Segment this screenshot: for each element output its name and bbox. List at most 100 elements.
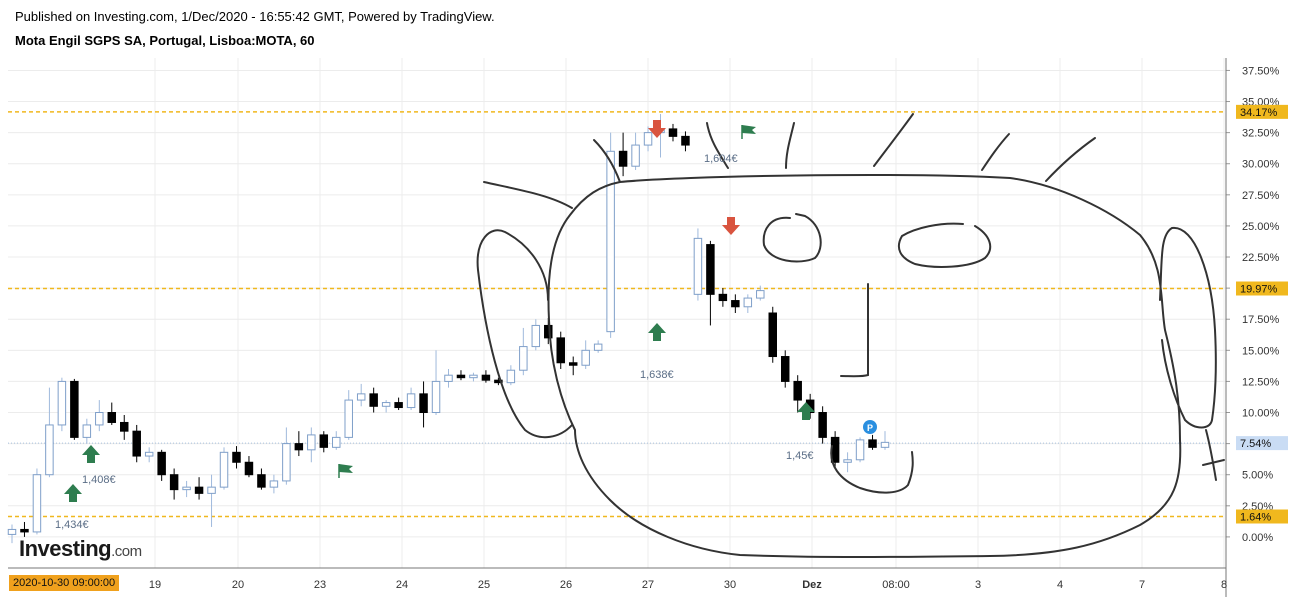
- x-tick-label: 3: [975, 579, 981, 591]
- price-levels: [8, 111, 1226, 518]
- x-axis-labels: 19 20 23 24 25 26 27 30 Dez 08:00 3 4 7 8: [149, 579, 1227, 591]
- y-tick-label: 15.00%: [1242, 345, 1280, 357]
- published-text: Published on Investing.com, 1/Dec/2020 -…: [15, 9, 495, 24]
- price-level-badge: [1236, 509, 1288, 524]
- price-annotation: 1,604€: [704, 153, 738, 165]
- candle-body: [194, 486, 204, 494]
- candle-body: [57, 380, 67, 426]
- candle-body: [693, 237, 703, 295]
- candle-body: [169, 474, 179, 491]
- price-annotation: 1,45€: [786, 450, 814, 462]
- price-annotation: 1,638€: [640, 369, 674, 381]
- y-tick-label: 12.50%: [1242, 376, 1280, 388]
- price-level-label: 1.64%: [1240, 512, 1271, 524]
- arrow-down-icon: [648, 120, 666, 138]
- y-tick-label: 30.00%: [1242, 159, 1280, 171]
- candle-body: [668, 128, 678, 137]
- candle-body: [319, 434, 329, 448]
- candle-body: [818, 412, 827, 438]
- candle-body: [843, 459, 852, 463]
- price-annotation: 1,408€: [82, 474, 116, 486]
- candle-body: [282, 443, 291, 482]
- y-tick-label: 0.00%: [1242, 532, 1273, 544]
- x-tick-label: 19: [149, 579, 161, 591]
- candle-body: [631, 144, 640, 167]
- y-tick-label: 22.50%: [1242, 252, 1280, 264]
- candle-body: [244, 461, 254, 476]
- candle-body: [706, 244, 715, 295]
- price-level-label: 34.17%: [1240, 107, 1278, 119]
- logo-main: Investing: [19, 536, 112, 561]
- candle-body: [606, 150, 615, 333]
- candle-body: [456, 374, 466, 379]
- y-tick-label: 17.50%: [1242, 314, 1280, 326]
- candle-body: [406, 393, 416, 409]
- x-tick-label: 20: [232, 579, 244, 591]
- flag-icon: [339, 464, 353, 473]
- candle-body: [219, 451, 229, 488]
- candle-body: [182, 486, 191, 491]
- chart-axes: [8, 58, 1230, 597]
- candle-body: [344, 399, 353, 438]
- candle-body: [506, 369, 516, 384]
- candle-body: [469, 374, 478, 379]
- candle-body: [780, 356, 790, 382]
- y-tick-label: 27.50%: [1242, 190, 1280, 202]
- candle-body: [756, 290, 765, 299]
- candle-body: [7, 528, 17, 535]
- x-tick-label: 25: [478, 579, 490, 591]
- x-tick-label: Dez: [802, 579, 822, 591]
- x-tick-label: 4: [1057, 579, 1063, 591]
- investing-logo: Investing.com: [19, 536, 142, 562]
- candle-body: [394, 402, 403, 409]
- candle-body: [419, 393, 428, 414]
- arrow-down-icon: [722, 217, 740, 235]
- y-tick-label: 5.00%: [1242, 470, 1273, 482]
- price-annotations: 1,434€ 1,408€ 1,638€ 1,604€ 1,45€: [55, 153, 814, 531]
- candle-body: [332, 436, 341, 448]
- candle-body: [544, 324, 553, 339]
- candle-body: [568, 362, 578, 366]
- candle-body: [431, 380, 441, 414]
- candle-body: [45, 424, 54, 476]
- x-tick-label: 23: [314, 579, 326, 591]
- candle-body: [356, 393, 366, 401]
- candle-body: [593, 343, 603, 351]
- candle-body: [718, 293, 728, 302]
- candle-body: [157, 451, 166, 476]
- price-level-badge: [1236, 104, 1288, 119]
- candle-body: [307, 434, 316, 451]
- candles: [7, 113, 890, 544]
- candle-body: [269, 480, 279, 488]
- candle-body: [855, 439, 865, 461]
- trade-markers: P: [64, 120, 877, 502]
- candle-body: [581, 349, 590, 366]
- price-annotation: 1,434€: [55, 519, 89, 531]
- candle-body: [294, 443, 304, 451]
- x-tick-label: 24: [396, 579, 408, 591]
- candle-body: [132, 430, 141, 457]
- candle-body: [144, 451, 154, 457]
- candle-body: [768, 312, 777, 358]
- arrow-up-icon: [82, 445, 100, 463]
- candle-body: [743, 297, 753, 308]
- candle-body: [643, 132, 653, 146]
- y-tick-label: 32.50%: [1242, 128, 1280, 140]
- candle-body: [731, 300, 740, 308]
- price-level-badge: [1236, 281, 1288, 296]
- arrow-up-icon: [797, 402, 815, 420]
- y-axis-labels: 37.50%35.00%32.50%30.00%27.50%25.00%22.5…: [1236, 65, 1288, 544]
- candle-body: [20, 528, 29, 533]
- candle-body: [519, 346, 528, 371]
- candle-body: [494, 379, 503, 384]
- candle-body: [95, 412, 104, 426]
- candle-body: [618, 150, 628, 167]
- chart-grid: [8, 58, 1226, 568]
- candle-body: [531, 324, 541, 348]
- candle-body: [32, 474, 42, 533]
- hand-drawn-doodle: [476, 113, 1225, 558]
- candle-body: [120, 421, 129, 432]
- candle-body: [481, 374, 491, 381]
- candle-body: [257, 474, 266, 488]
